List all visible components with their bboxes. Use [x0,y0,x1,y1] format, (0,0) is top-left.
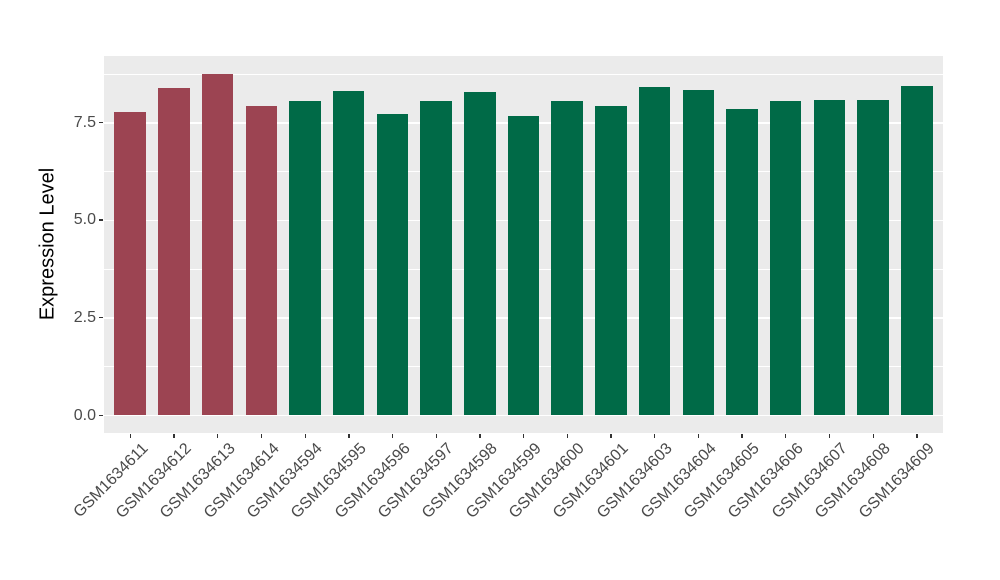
x-tick-label-GSM1634605: GSM1634605 [681,440,764,522]
y-tick-mark [99,121,103,124]
bar-GSM1634612 [158,88,190,415]
x-tick-mark [610,434,612,438]
y-axis-title: Expression Level [36,167,59,321]
bar-GSM1634608 [857,100,889,415]
bar-GSM1634611 [114,111,146,415]
bar-GSM1634597 [420,100,452,415]
bar-GSM1634595 [332,91,365,415]
minor-gridline [104,73,943,75]
x-tick-mark [173,434,175,438]
bar-GSM1634599 [507,116,540,415]
bar-GSM1634596 [376,113,409,415]
y-tick-label: 5.0 [73,211,96,229]
bar-GSM1634607 [813,100,846,415]
x-tick-mark [828,434,831,438]
bar-GSM1634614 [245,105,278,415]
bar-GSM1634605 [726,109,758,415]
bar-GSM1634594 [289,100,321,415]
y-tick-label: 2.5 [73,308,96,326]
x-tick-mark [260,434,263,438]
x-tick-mark [654,434,656,438]
y-tick-label: 0.0 [73,406,96,424]
bar-GSM1634604 [682,89,715,415]
x-tick-mark [785,434,787,438]
x-tick-label-GSM1634611: GSM1634611 [70,440,152,521]
x-tick-label-GSM1634594: GSM1634594 [244,440,327,522]
x-tick-mark [872,434,874,438]
x-tick-mark [129,434,132,438]
bar-GSM1634598 [464,91,496,415]
bar-GSM1634601 [595,106,627,415]
major-gridline [104,415,943,417]
x-tick-mark [566,434,568,438]
bar-GSM1634609 [901,86,933,415]
x-tick-mark [523,434,525,438]
bar-GSM1634613 [201,73,234,415]
x-tick-mark [304,434,306,438]
x-tick-mark [348,434,350,438]
bar-GSM1634603 [638,86,671,415]
y-tick-label: 7.5 [73,113,96,131]
x-tick-mark [435,434,437,438]
y-tick-mark [99,414,103,416]
y-tick-mark [99,219,103,221]
x-tick-mark [479,434,481,438]
x-tick-mark [697,434,700,438]
x-tick-mark [741,434,743,438]
x-tick-mark [391,434,394,438]
plot-panel [104,56,943,433]
x-tick-mark [217,434,219,438]
bar-GSM1634606 [769,100,802,415]
x-tick-mark [916,434,918,438]
bar-GSM1634600 [551,100,583,415]
y-tick-mark [99,316,103,319]
